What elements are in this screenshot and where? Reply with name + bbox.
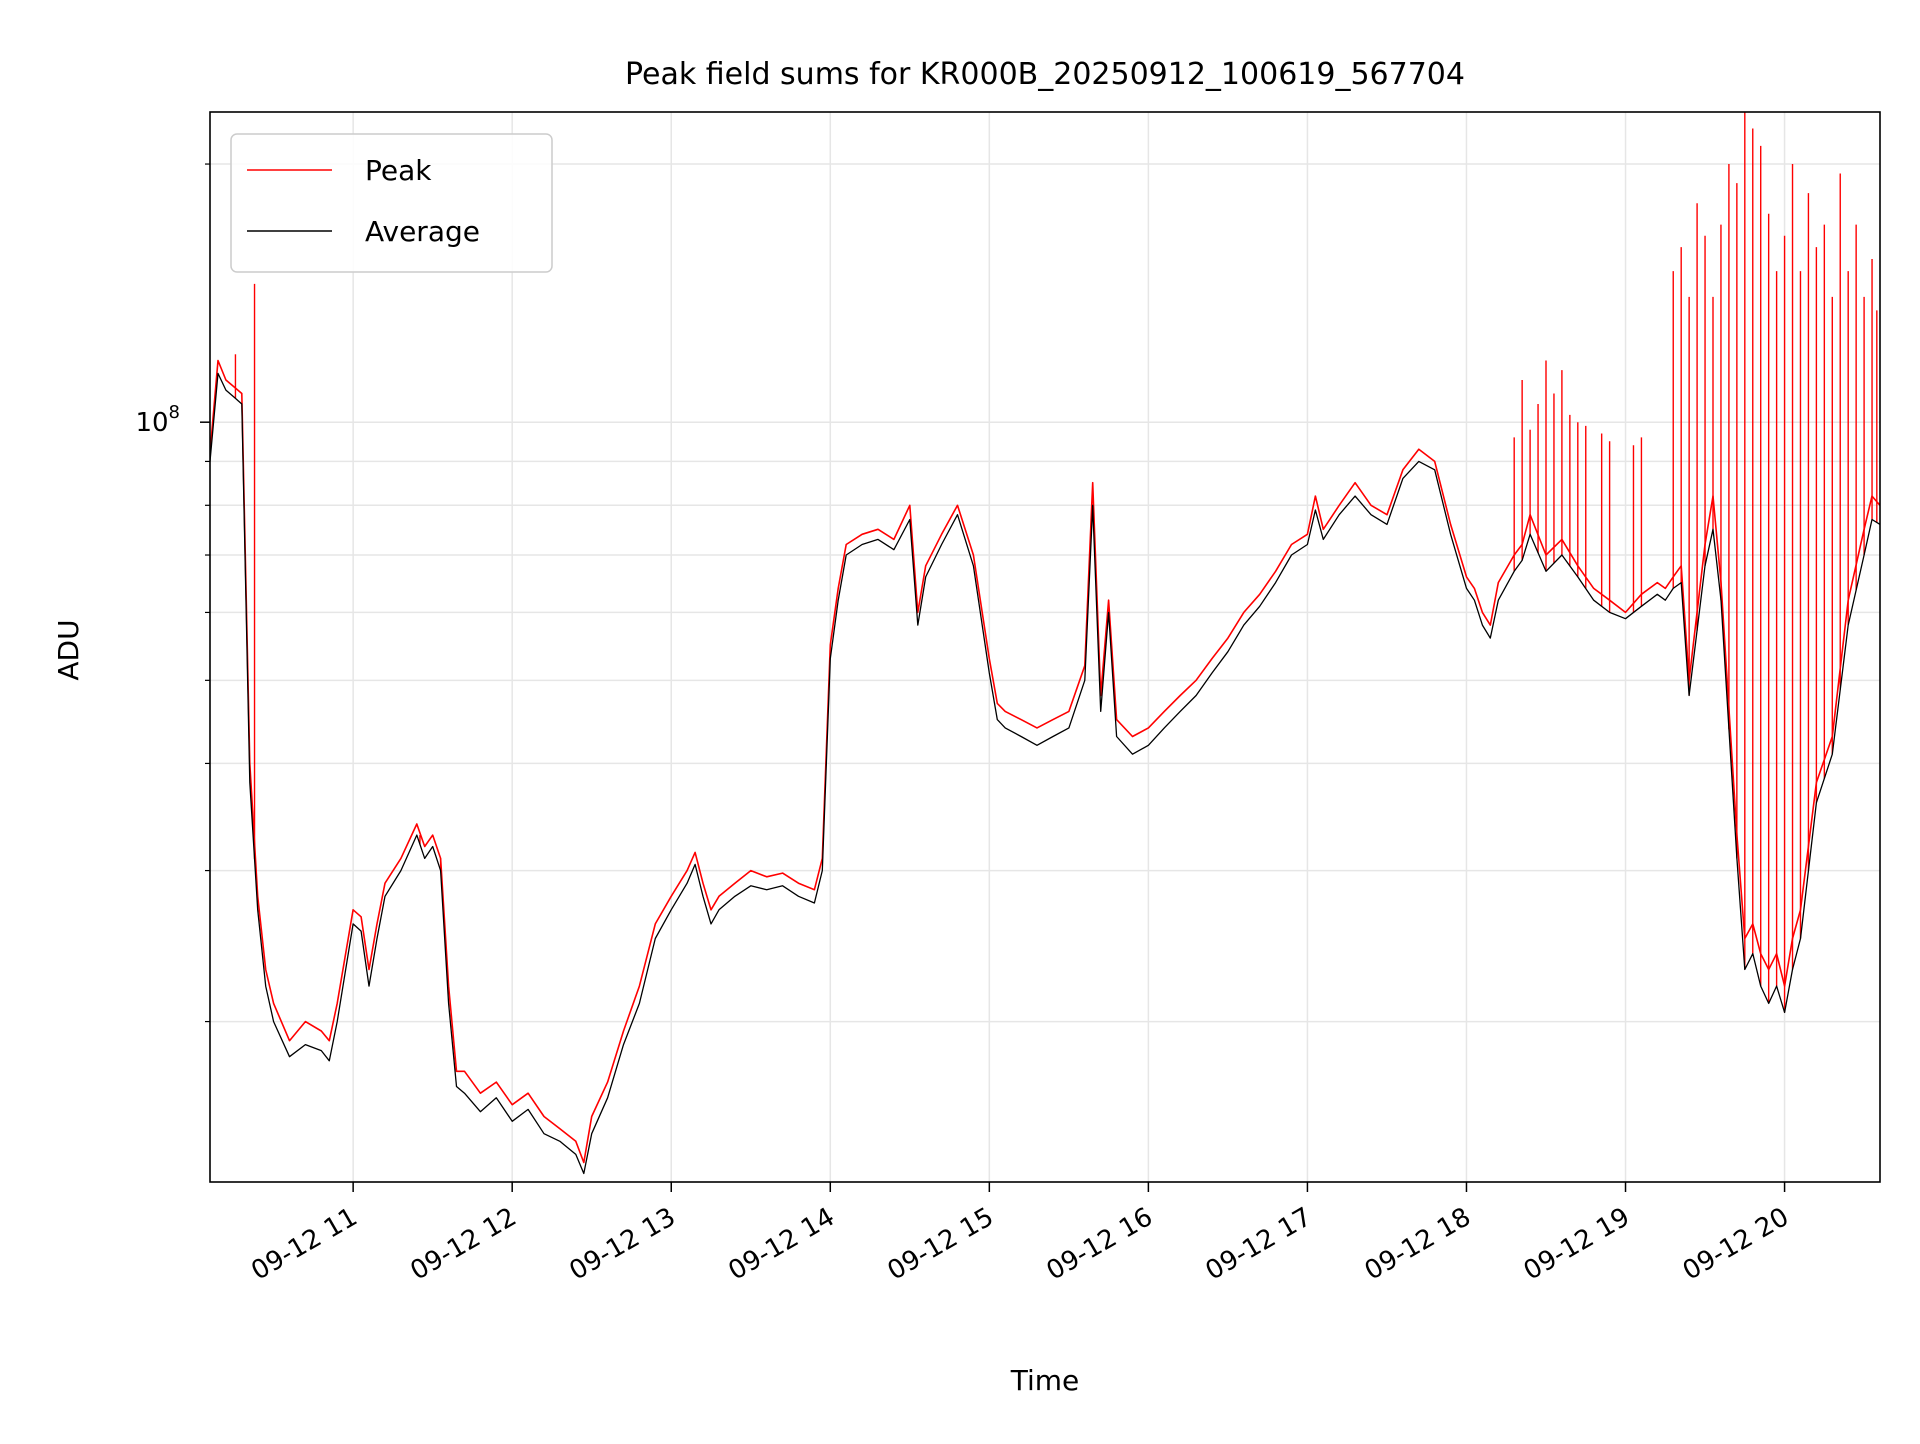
y-tick-label-exponent: 8 xyxy=(169,402,180,423)
series-line-average xyxy=(210,372,1880,1175)
legend-box xyxy=(230,133,553,273)
y-tick-label-base: 10 xyxy=(135,408,168,438)
x-axis-label: Time xyxy=(1010,1364,1080,1397)
chart-title: Peak field sums for KR000B_20250912_1006… xyxy=(625,57,1465,92)
legend-average-label: Average xyxy=(365,215,480,248)
y-axis-label: ADU xyxy=(52,619,85,680)
y-tick-label-1e8: 108 xyxy=(135,402,180,438)
series-layer xyxy=(210,112,1880,1175)
svg-text:108: 108 xyxy=(135,402,180,438)
plot-frame xyxy=(209,111,1881,1183)
legend: Peak Average xyxy=(230,133,553,273)
series-line-peak xyxy=(210,359,1880,1164)
legend-peak-label: Peak xyxy=(365,154,432,187)
